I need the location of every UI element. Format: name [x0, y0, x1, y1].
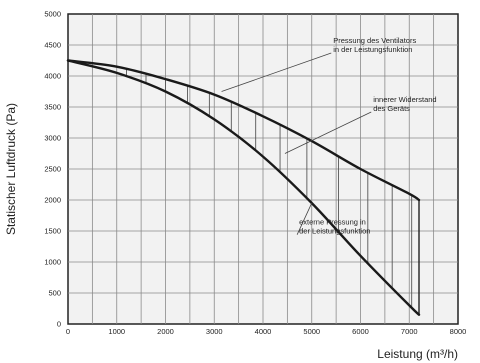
y-tick-label: 4000 [44, 72, 61, 81]
annotation-text: in der Leistungsfunktion [333, 45, 412, 54]
annotation-leader [221, 52, 332, 92]
y-tick-label: 1000 [44, 258, 61, 267]
x-tick-label: 6000 [352, 327, 369, 336]
x-tick-label: 7000 [401, 327, 418, 336]
y-tick-label: 500 [48, 289, 61, 298]
annotation-text: des Geräts [373, 104, 410, 113]
annotation-leader [284, 111, 372, 154]
y-tick-label: 2500 [44, 165, 61, 174]
annotation-text: externe Pressung in [299, 218, 366, 227]
x-tick-label: 0 [66, 327, 70, 336]
x-tick-label: 8000 [450, 327, 467, 336]
x-tick-label: 2000 [157, 327, 174, 336]
x-axis-label: Leistung (m³/h) [377, 347, 458, 361]
grid [68, 14, 458, 324]
y-tick-label: 3500 [44, 103, 61, 112]
x-tick-labels: 0 1000 2000 3000 4000 5000 6000 7000 8000 [66, 327, 466, 336]
annotation-leader [296, 202, 313, 235]
y-tick-label: 2000 [44, 196, 61, 205]
series-line-2 [66, 59, 421, 316]
y-tick-label: 0 [57, 320, 61, 329]
y-tick-label: 4500 [44, 41, 61, 50]
hatch-lines [126, 69, 420, 315]
x-tick-label: 5000 [303, 327, 320, 336]
annotation-text: innerer Widerstand [373, 95, 436, 104]
x-tick-label: 1000 [108, 327, 125, 336]
y-tick-label: 5000 [44, 10, 61, 19]
annotation-text: der Leistungsfunktion [299, 227, 370, 236]
y-tick-label: 1500 [44, 227, 61, 236]
annotation-text: Pressung des Ventilators [333, 36, 416, 45]
y-tick-labels: 0 500 1000 1500 2000 2500 3000 3500 4000 4500 5000 [44, 10, 61, 329]
x-tick-label: 4000 [255, 327, 272, 336]
y-axis-label: Statischer Luftdruck (Pa) [4, 103, 18, 235]
y-tick-label: 3000 [44, 134, 61, 143]
series-lines [66, 59, 421, 316]
series-line-1 [66, 59, 421, 202]
x-tick-label: 3000 [206, 327, 223, 336]
